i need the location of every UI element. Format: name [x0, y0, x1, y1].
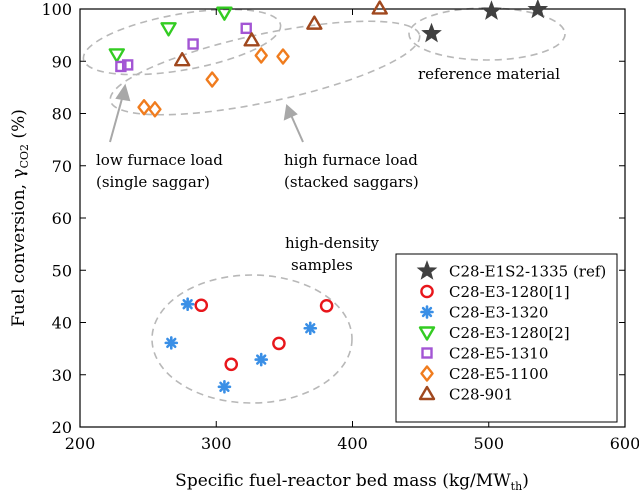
y-tick-label-100: 100 [41, 0, 72, 19]
point-series5-0 [137, 99, 151, 116]
legend-marker-6 [418, 385, 436, 401]
legend-marker-2 [420, 305, 434, 319]
point-series2-1 [164, 336, 179, 350]
point-series3-0 [108, 48, 125, 63]
y-axis-label: Fuel conversion, γCO2 (%) [9, 109, 31, 327]
point-series3-1 [160, 22, 177, 37]
ellipse-low-load [82, 8, 282, 76]
annotation-high-density-line2: samples [291, 256, 353, 274]
y-tick-label-90: 90 [52, 52, 72, 71]
arrow-low-load-shaft [109, 94, 124, 143]
annotation-high-density-line1: high-density [285, 234, 379, 252]
y-tick-label-60: 60 [52, 209, 72, 228]
ellipse-high-load [109, 20, 421, 116]
arrow-low-load-head [115, 83, 131, 102]
legend-marker-4 [421, 347, 433, 359]
point-series5-4 [276, 48, 290, 65]
x-axis-label: Specific fuel-reactor bed mass (kg/MWth) [175, 471, 529, 493]
point-series6-1 [243, 32, 260, 47]
point-series2-4 [303, 321, 318, 336]
x-tick-label-300: 300 [201, 434, 232, 453]
annotation-reference-material: reference material [418, 65, 560, 83]
annotation-high-load-line2: (stacked saggars) [284, 173, 419, 191]
annotation-arrows [109, 83, 304, 143]
point-series1-2 [272, 336, 286, 351]
point-series4-0 [115, 60, 127, 73]
y-tick-label-40: 40 [52, 314, 72, 333]
point-series0-1 [481, 0, 502, 20]
y-tick-label-50: 50 [52, 261, 72, 280]
point-series5-3 [254, 47, 268, 64]
x-tick-label-500: 500 [473, 434, 504, 453]
point-series6-2 [306, 15, 323, 30]
annotation-low-load-line1: low furnace load [96, 151, 223, 169]
legend-label-4: C28-E5-1310 [449, 345, 548, 363]
legend-box [395, 253, 618, 423]
legend-marker-3 [418, 326, 436, 341]
x-tick-label-400: 400 [337, 434, 368, 453]
point-series1-1 [224, 357, 239, 372]
axis-tick-labels: 200 300 400 500 600 20 30 40 50 60 70 80 90 100 [41, 0, 639, 453]
point-series6-3 [371, 0, 388, 15]
legend-entries: C28-E1S2-1335 (ref) C28-E3-1280[1] C28-E3-… [416, 260, 606, 404]
point-series2-0 [180, 297, 195, 312]
legend-marker-5 [420, 365, 434, 382]
point-series1-0 [194, 298, 209, 313]
legend-label-2: C28-E3-1320 [449, 304, 548, 322]
point-series0-0 [421, 22, 442, 43]
x-tick-label-200: 200 [65, 434, 96, 453]
point-series6-0 [173, 52, 191, 67]
ellipse-reference [408, 7, 566, 61]
group-ellipses [82, 7, 566, 404]
legend-label-1: C28-E3-1280[1] [449, 283, 570, 301]
arrow-high-load-head [283, 104, 298, 121]
axis-ticks [79, 8, 626, 428]
point-series4-2 [187, 38, 199, 50]
point-series3-2 [216, 6, 233, 21]
ellipse-high-density [151, 274, 353, 404]
legend-marker-0 [416, 260, 438, 280]
legend-label-0: C28-E1S2-1335 (ref) [449, 263, 606, 281]
y-tick-label-20: 20 [52, 418, 72, 437]
point-series2-2 [217, 379, 232, 394]
x-tick-label-600: 600 [610, 434, 639, 453]
legend-marker-1 [420, 284, 434, 299]
legend-label-5: C28-E5-1100 [449, 365, 548, 383]
point-series1-3 [319, 298, 334, 313]
point-series0-2 [527, 0, 549, 19]
legend-label-6: C28-901 [449, 386, 513, 404]
legend: C28-E1S2-1335 (ref) C28-E3-1280[1] C28-E3-… [395, 253, 618, 423]
point-series2-3 [254, 352, 269, 367]
arrow-high-load-shaft [290, 114, 304, 143]
y-tick-label-70: 70 [52, 157, 72, 176]
annotation-high-load-line1: high furnace load [284, 151, 418, 169]
point-series4-3 [240, 22, 252, 35]
data-points [108, 0, 549, 394]
y-tick-label-80: 80 [52, 105, 72, 124]
y-tick-label-30: 30 [52, 366, 72, 385]
legend-label-3: C28-E3-1280[2] [449, 324, 570, 342]
annotation-low-load-line2: (single saggar) [96, 173, 210, 191]
point-series5-1 [148, 101, 162, 118]
point-series5-2 [205, 71, 219, 88]
point-series4-1 [121, 59, 134, 71]
annotation-texts: reference material low furnace load (sin… [96, 65, 560, 274]
